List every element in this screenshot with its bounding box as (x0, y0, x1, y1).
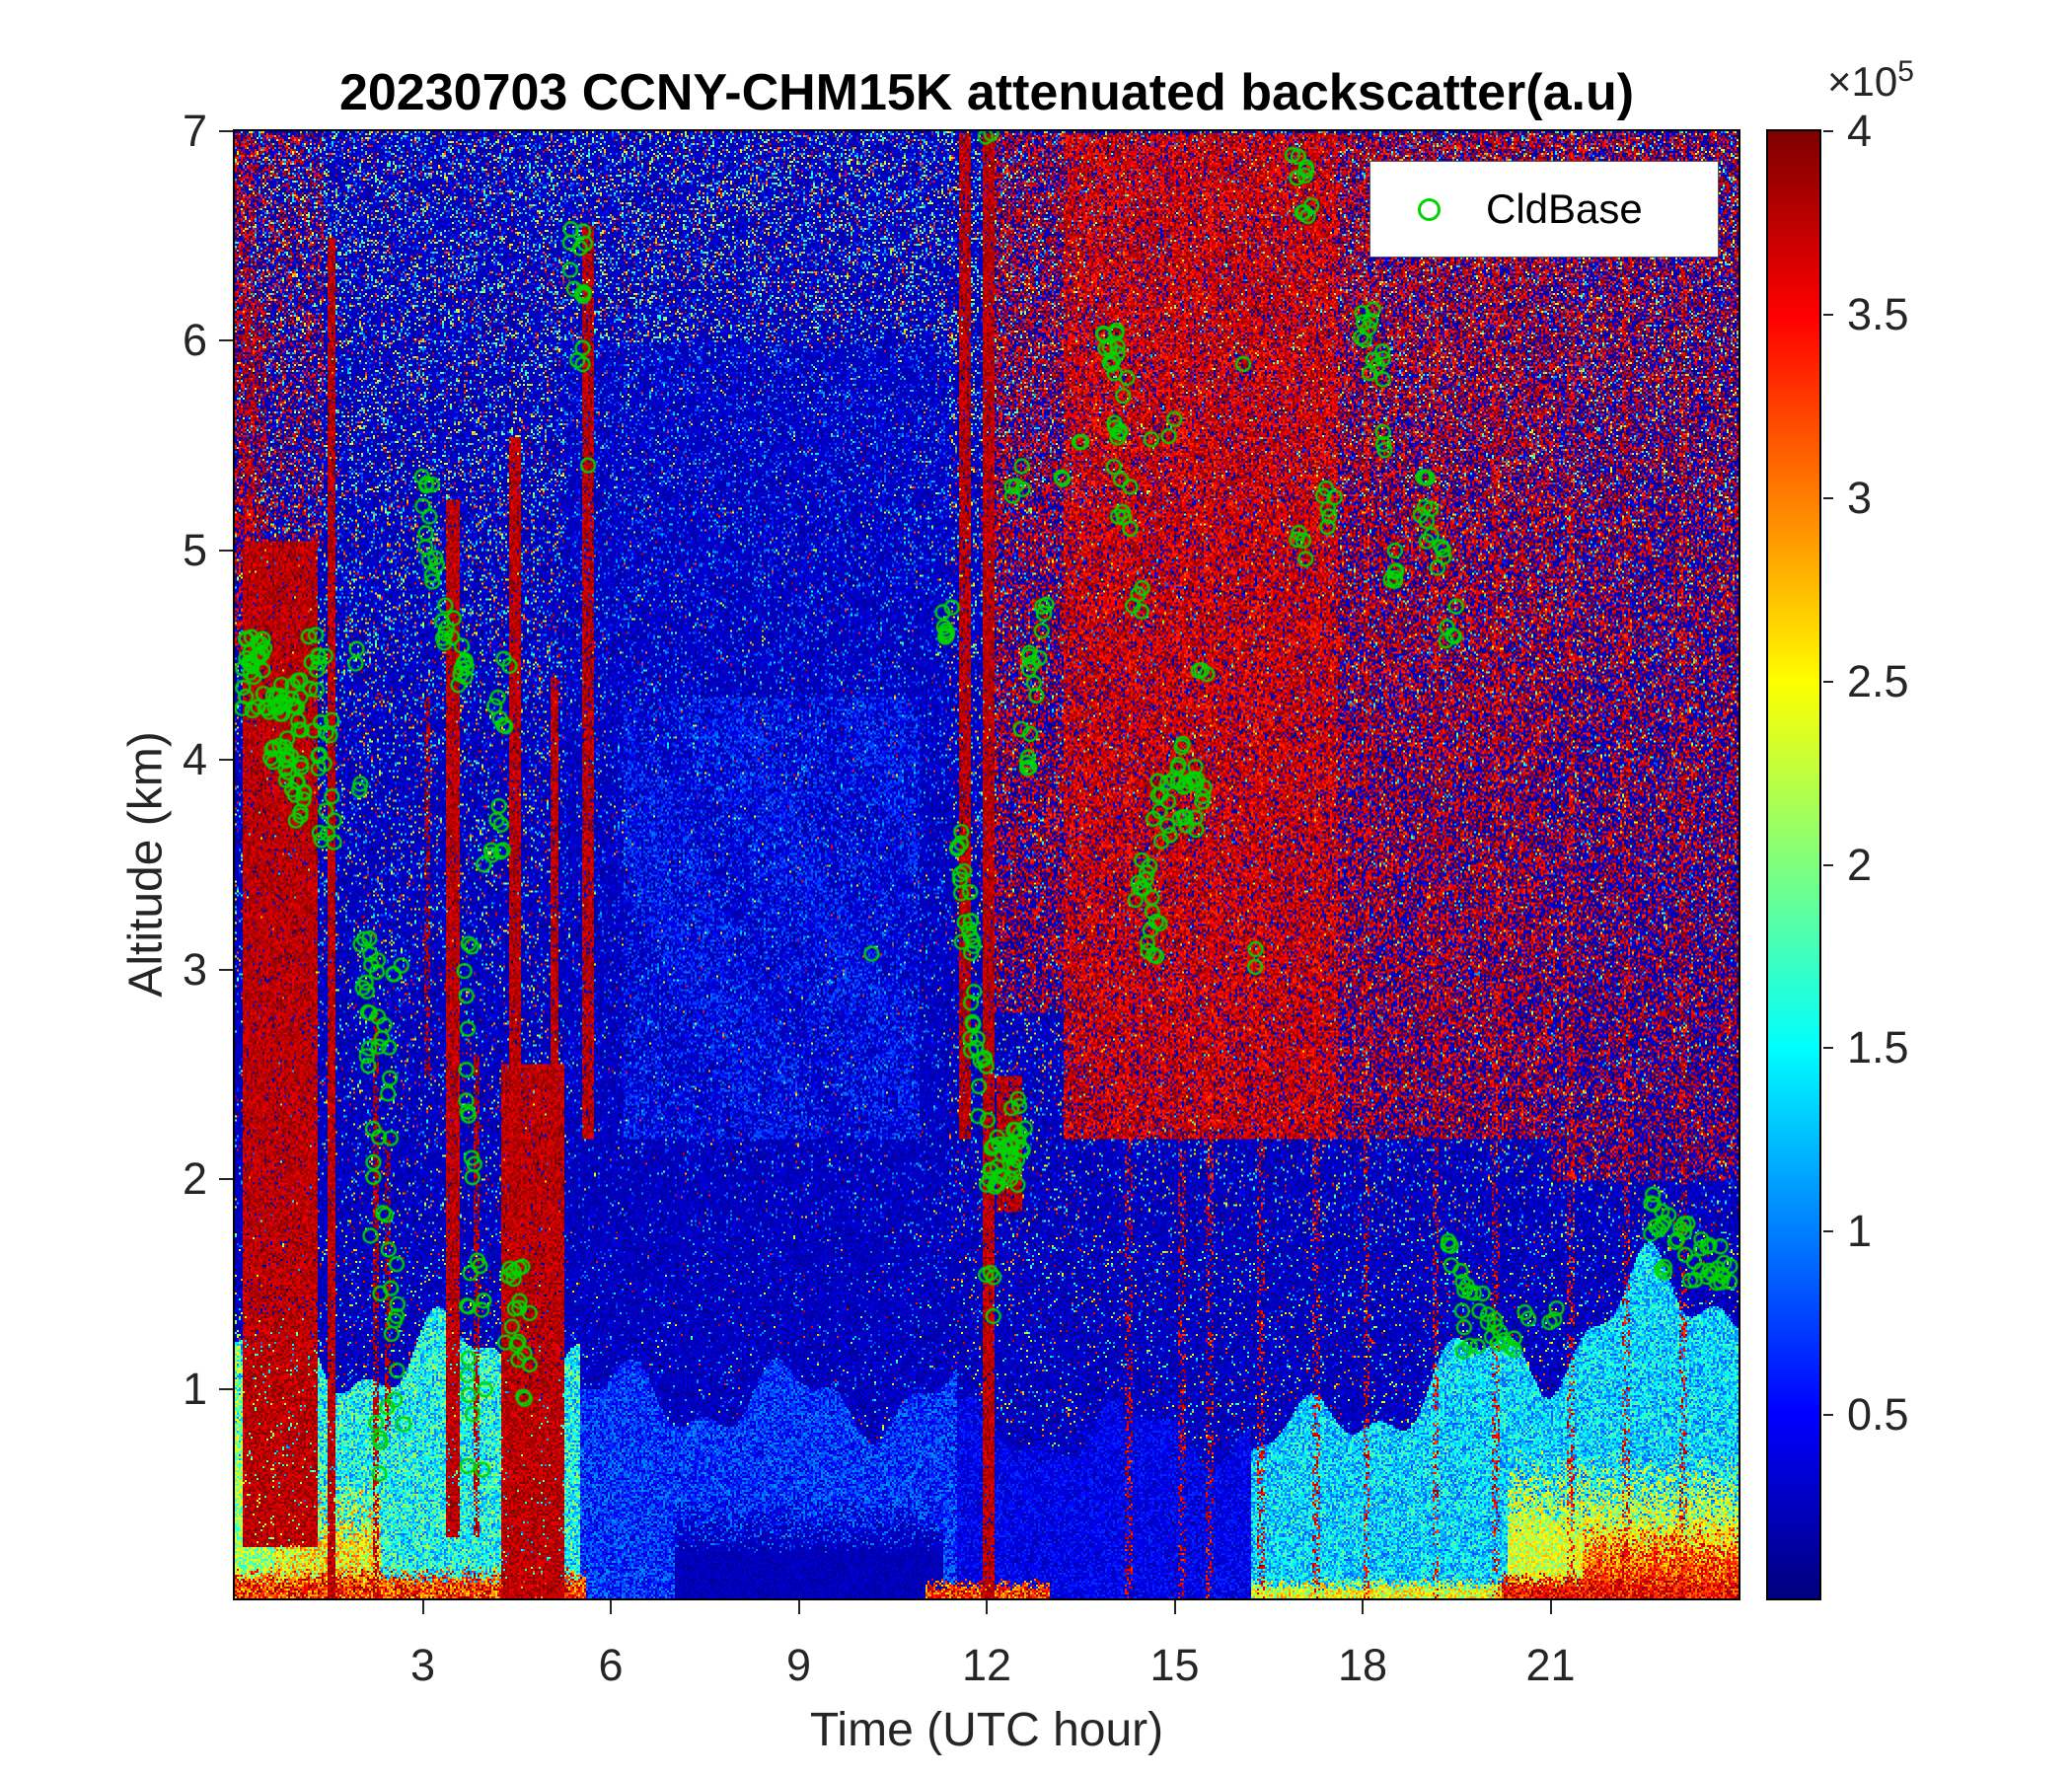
y-tick-mark (219, 339, 233, 342)
x-tick-label: 3 (409, 1640, 436, 1690)
colorbar-tick-label: 3 (1847, 472, 1873, 523)
x-tick-label: 15 (1149, 1640, 1200, 1690)
colorbar-tick-mark (1823, 1414, 1833, 1417)
x-tick-mark (986, 1600, 988, 1614)
y-tick-mark (219, 130, 233, 132)
cldbase-marker-icon (1418, 197, 1441, 221)
x-tick-label: 18 (1337, 1640, 1388, 1690)
colorbar-tick-mark (1823, 130, 1833, 132)
colorbar-tick-label: 2 (1847, 839, 1873, 890)
y-tick-mark (219, 1178, 233, 1181)
colorbar-tick-mark (1823, 313, 1833, 316)
x-axis-label: Time (UTC hour) (809, 1704, 1164, 1756)
x-tick-mark (610, 1600, 612, 1614)
y-tick-label: 1 (182, 1363, 207, 1414)
colorbar-tick-label: 4 (1847, 106, 1873, 156)
x-tick-mark (1362, 1600, 1364, 1614)
x-tick-label: 6 (598, 1640, 624, 1690)
x-tick-label: 21 (1525, 1640, 1576, 1690)
y-tick-mark (219, 968, 233, 971)
colorbar-tick-mark (1823, 1047, 1833, 1050)
colorbar-tick-label: 1.5 (1847, 1022, 1909, 1073)
colorbar-tick-mark (1823, 1230, 1833, 1233)
y-tick-label: 5 (182, 524, 207, 575)
y-tick-mark (219, 549, 233, 552)
chart-title: 20230703 CCNY-CHM15K attenuated backscat… (338, 64, 1635, 121)
colorbar-tick-mark (1823, 496, 1833, 499)
y-tick-label: 7 (182, 106, 207, 156)
y-tick-label: 2 (182, 1153, 207, 1205)
y-tick-label: 4 (182, 734, 207, 785)
colorbar-tick-mark (1823, 680, 1833, 683)
x-tick-label: 9 (785, 1640, 812, 1690)
y-tick-label: 3 (182, 943, 207, 995)
colorbar-gradient-canvas (1768, 131, 1819, 1598)
colorbar-tick-mark (1823, 863, 1833, 866)
colorbar-exponent-power: 5 (1897, 55, 1914, 88)
colorbar-tick-label: 2.5 (1847, 655, 1909, 706)
x-tick-mark (1173, 1600, 1176, 1614)
y-tick-mark (219, 759, 233, 762)
colorbar (1766, 129, 1821, 1600)
colorbar-exponent: ×105 (1827, 55, 1914, 106)
colorbar-tick-label: 0.5 (1847, 1389, 1909, 1441)
plot-area: CldBase (233, 129, 1740, 1600)
x-tick-mark (1549, 1600, 1552, 1614)
legend-box: CldBase (1369, 161, 1719, 258)
cloud-base-overlay-canvas (235, 131, 1739, 1598)
colorbar-tick-label: 3.5 (1847, 288, 1909, 339)
colorbar-exponent-base: ×10 (1827, 58, 1898, 105)
y-tick-label: 6 (182, 315, 207, 366)
y-tick-mark (219, 1387, 233, 1390)
colorbar-tick-label: 1 (1847, 1206, 1873, 1257)
legend-label: CldBase (1486, 185, 1643, 232)
x-tick-label: 12 (961, 1640, 1012, 1690)
x-tick-mark (797, 1600, 800, 1614)
x-tick-mark (421, 1600, 424, 1614)
